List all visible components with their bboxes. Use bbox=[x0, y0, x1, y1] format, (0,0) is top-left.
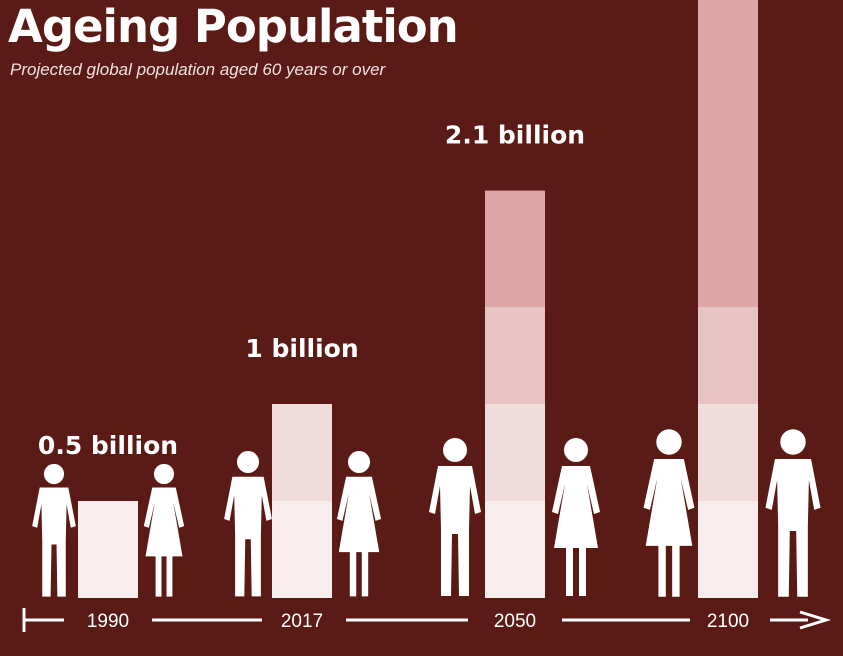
bar-2100-segment-4 bbox=[698, 210, 758, 307]
head bbox=[43, 463, 65, 485]
bar-2050-segment-2 bbox=[485, 404, 545, 501]
data-label-1990: 0.5 billion bbox=[38, 431, 178, 460]
person-man-icon bbox=[224, 450, 272, 597]
bar-2050-segment-5 bbox=[485, 190, 545, 210]
bar-2100-segment-3 bbox=[698, 307, 758, 404]
bar-2017-segment-2 bbox=[272, 404, 332, 501]
page-subtitle: Projected global population aged 60 year… bbox=[10, 60, 386, 79]
head bbox=[443, 438, 467, 462]
person-woman-icon bbox=[143, 463, 185, 597]
data-label-2050: 2.1 billion bbox=[445, 121, 585, 150]
arrow-right-icon bbox=[799, 610, 832, 630]
body bbox=[429, 466, 481, 596]
person-man-icon bbox=[429, 438, 481, 596]
body bbox=[224, 476, 272, 597]
people-figures bbox=[32, 429, 821, 597]
head bbox=[564, 438, 588, 462]
bar-2050-segment-3 bbox=[485, 307, 545, 404]
bar-2100-segment-5 bbox=[698, 113, 758, 210]
body bbox=[643, 458, 695, 597]
body bbox=[552, 466, 600, 596]
body bbox=[32, 487, 76, 597]
bar-2100-segment-7 bbox=[698, 0, 758, 16]
bar-2050-segment-4 bbox=[485, 210, 545, 307]
bar-1990-segment-1 bbox=[78, 501, 138, 598]
person-woman-icon bbox=[552, 438, 600, 596]
bars-group bbox=[78, 0, 758, 598]
person-man-icon bbox=[32, 463, 76, 597]
bar-2017-segment-1 bbox=[272, 501, 332, 598]
body bbox=[765, 458, 821, 597]
body bbox=[143, 487, 185, 597]
head bbox=[347, 450, 371, 474]
tick-label-2017: 2017 bbox=[281, 611, 323, 632]
bar-2100-segment-6 bbox=[698, 16, 758, 113]
data-label-2017: 1 billion bbox=[245, 334, 358, 363]
head bbox=[153, 463, 175, 485]
person-woman-icon bbox=[336, 450, 382, 597]
head bbox=[656, 429, 682, 455]
person-man-icon bbox=[765, 429, 821, 597]
tick-label-2050: 2050 bbox=[494, 611, 536, 632]
head bbox=[236, 450, 260, 474]
head bbox=[780, 429, 806, 455]
bar-2100-segment-2 bbox=[698, 404, 758, 501]
timeline-axis: 1990 2017 2050 2100 bbox=[22, 608, 832, 632]
page-title: Ageing Population bbox=[8, 0, 459, 53]
tick-label-1990: 1990 bbox=[87, 611, 129, 632]
bar-2100-segment-1 bbox=[698, 501, 758, 598]
body bbox=[336, 476, 382, 597]
bar-2050-segment-1 bbox=[485, 501, 545, 598]
tick-label-2100: 2100 bbox=[707, 611, 749, 632]
person-woman-icon bbox=[643, 429, 695, 597]
